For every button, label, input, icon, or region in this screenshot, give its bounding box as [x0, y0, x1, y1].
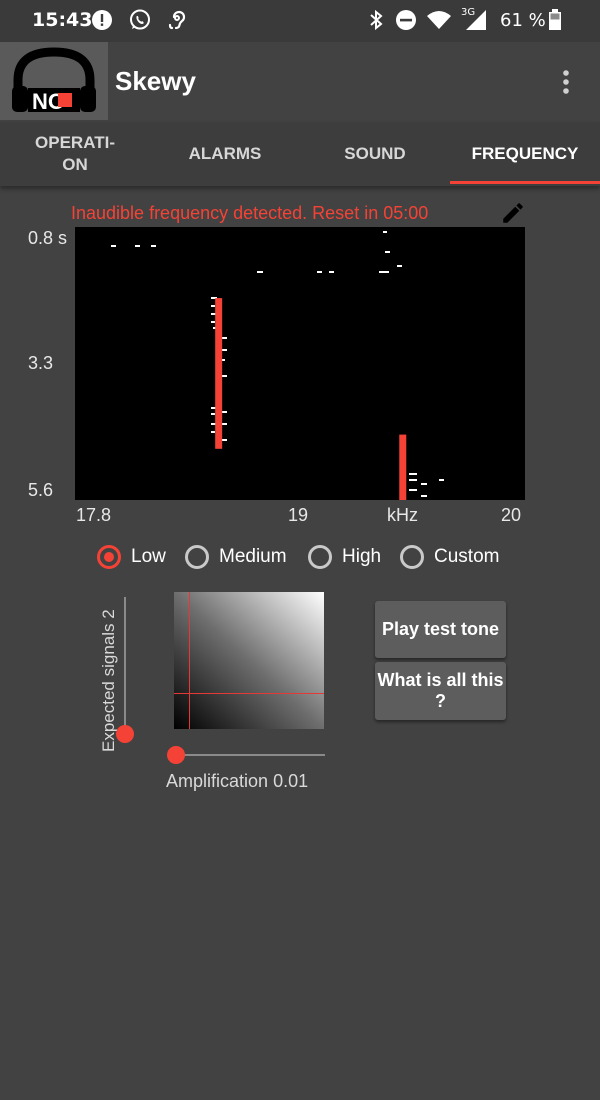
- tab-sound[interactable]: SOUND: [344, 144, 406, 163]
- radio-low[interactable]: Low: [97, 541, 166, 573]
- edit-icon[interactable]: [500, 200, 526, 226]
- signal-speck: [409, 473, 417, 475]
- signal-speck: [221, 349, 227, 351]
- radio-unselected-icon[interactable]: [308, 545, 332, 569]
- threshold-pad[interactable]: [174, 592, 324, 729]
- signal-speck: [211, 407, 217, 409]
- wifi-icon: [426, 8, 451, 32]
- signal-speck: [213, 327, 217, 329]
- battery-percent: 61 %: [500, 10, 546, 31]
- expected-signals-value: 2: [99, 609, 118, 619]
- y-tick-label: 3.3: [28, 353, 54, 373]
- signal-speck: [221, 439, 227, 441]
- amplification-label: Amplification 0.01: [166, 771, 308, 792]
- expected-signals-slider-track[interactable]: [124, 597, 126, 735]
- signal-speck: [439, 479, 444, 481]
- radio-medium[interactable]: Medium: [185, 541, 287, 573]
- x-tick-label: 17.8: [76, 505, 112, 525]
- whatsapp-icon: [128, 8, 152, 32]
- app-logo: NO: [0, 42, 108, 120]
- detection-band: [215, 298, 223, 449]
- cellular-signal-icon: [464, 8, 488, 32]
- signal-speck: [221, 423, 227, 425]
- signal-speck: [221, 359, 225, 361]
- signal-speck: [409, 489, 417, 491]
- crosshair-vertical: [189, 592, 190, 729]
- radio-unselected-icon[interactable]: [185, 545, 209, 569]
- app-bar: NO Skewy: [0, 42, 600, 122]
- radio-high[interactable]: High: [308, 541, 381, 573]
- crosshair-horizontal: [174, 693, 324, 694]
- amplification-text: Amplification: [166, 771, 269, 791]
- signal-speck: [317, 271, 322, 273]
- sensitivity-radio-group: Low Medium High Custom: [0, 541, 600, 573]
- signal-speck: [221, 375, 227, 377]
- more-vert-icon[interactable]: [556, 68, 576, 96]
- signal-speck: [257, 271, 263, 273]
- hearing-icon: [165, 8, 189, 32]
- amplification-slider-thumb[interactable]: [167, 746, 185, 764]
- network-type: 3G: [461, 7, 476, 18]
- x-tick-label: 20: [501, 505, 522, 525]
- amplification-slider-track[interactable]: [175, 754, 325, 756]
- signal-speck: [211, 305, 215, 307]
- tab-indicator: [450, 181, 600, 184]
- app-title: Skewy: [115, 66, 196, 96]
- signal-speck: [211, 297, 217, 299]
- detection-band: [399, 434, 407, 500]
- amplification-value: 0.01: [273, 771, 309, 791]
- signal-speck: [111, 245, 116, 247]
- signal-speck: [211, 321, 215, 323]
- signal-speck: [329, 271, 334, 273]
- tab-operation[interactable]: OPERATI- ON: [35, 133, 115, 174]
- signal-speck: [421, 483, 427, 485]
- radio-custom[interactable]: Custom: [400, 541, 499, 573]
- signal-speck: [221, 411, 227, 413]
- signal-speck: [221, 337, 227, 339]
- signal-speck: [383, 231, 387, 233]
- signal-speck: [211, 413, 215, 415]
- signal-speck: [385, 251, 390, 253]
- signal-speck: [211, 431, 215, 433]
- signal-speck: [421, 495, 427, 497]
- detection-warning: Inaudible frequency detected. Reset in 0…: [71, 203, 429, 223]
- y-tick-label: 5.6: [28, 480, 54, 500]
- radio-label: Custom: [434, 546, 500, 567]
- signal-speck: [211, 423, 217, 425]
- status-time: 15:43: [32, 9, 93, 31]
- what-is-all-this-button[interactable]: What is all this ?: [375, 662, 506, 720]
- y-tick-label: 0.8 s: [28, 228, 68, 248]
- bluetooth-icon: [364, 8, 388, 32]
- signal-speck: [409, 479, 417, 481]
- radio-label: Low: [131, 546, 166, 567]
- x-tick-label: 19: [288, 505, 309, 525]
- alert-icon: [90, 8, 114, 32]
- spectrogram: [75, 227, 525, 500]
- x-axis-unit: kHz: [387, 505, 418, 525]
- signal-speck: [135, 245, 140, 247]
- signal-speck: [379, 271, 389, 273]
- tab-frequency[interactable]: FREQUENCY: [471, 144, 579, 163]
- radio-unselected-icon[interactable]: [400, 545, 424, 569]
- play-test-tone-button[interactable]: Play test tone: [375, 601, 506, 658]
- radio-label: Medium: [219, 546, 287, 567]
- status-bar: 15:43 3G 61 %: [0, 0, 600, 42]
- signal-speck: [211, 313, 217, 315]
- expected-signals-label: Expected signals 2: [99, 587, 119, 752]
- do-not-disturb-icon: [394, 8, 418, 32]
- radio-label: High: [342, 546, 382, 567]
- battery-icon: [548, 8, 572, 32]
- signal-speck: [151, 245, 156, 247]
- tab-alarms[interactable]: ALARMS: [188, 144, 262, 163]
- radio-selected-icon[interactable]: [97, 545, 121, 569]
- signal-speck: [397, 265, 402, 267]
- tab-bar: OPERATI- ON ALARMS SOUND FREQUENCY: [0, 122, 600, 186]
- expected-signals-slider-thumb[interactable]: [116, 725, 134, 743]
